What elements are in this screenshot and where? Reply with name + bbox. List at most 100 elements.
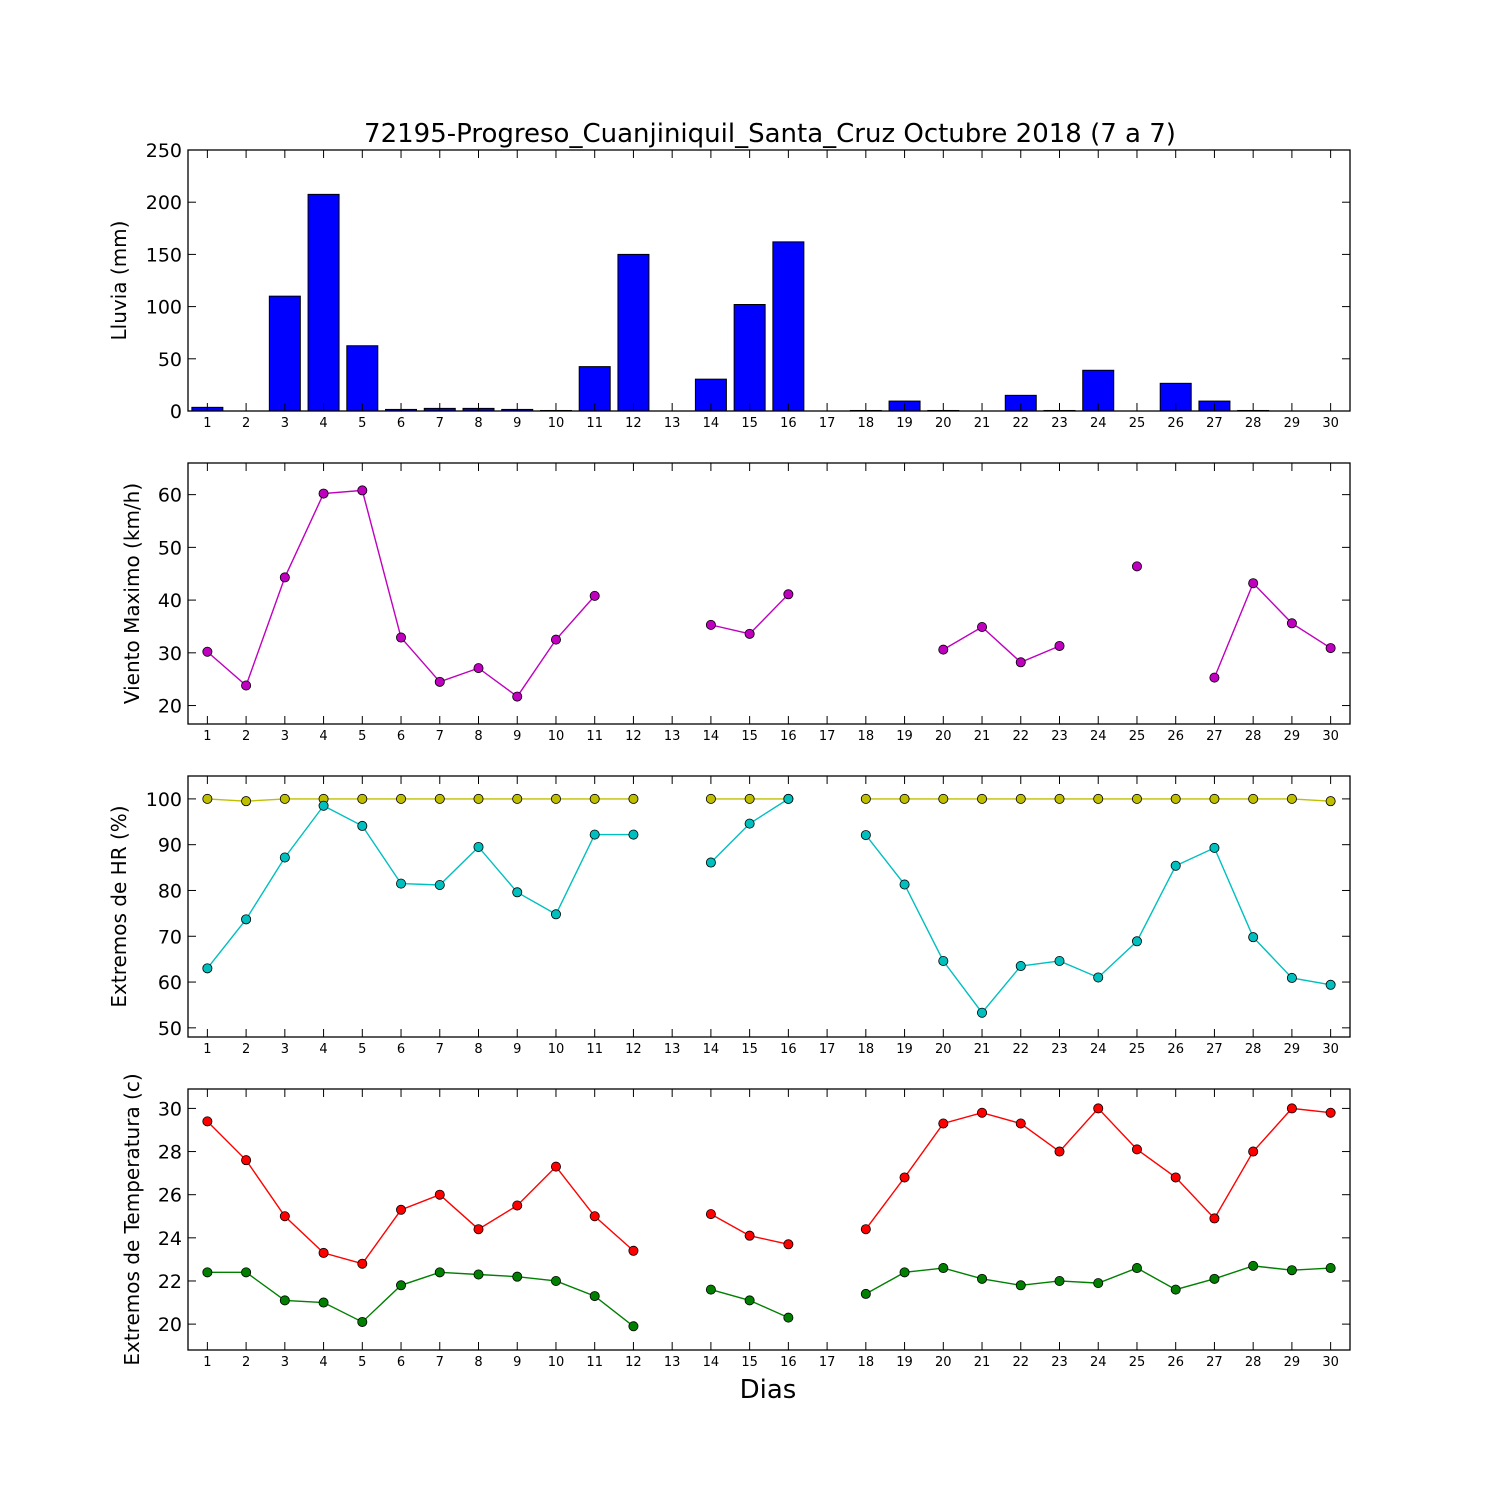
y-tick-label: 50	[158, 349, 182, 371]
series-2-point-day-28	[1248, 932, 1259, 943]
x-tick-label: 12	[625, 416, 642, 431]
x-tick-label: 25	[1129, 1042, 1146, 1057]
x-tick-label: 23	[1051, 1355, 1068, 1370]
series-1-point-day-16	[783, 1239, 794, 1250]
series-2-point-day-23	[1054, 955, 1065, 966]
series-1-point-day-20	[938, 644, 949, 655]
bar-day-4	[307, 193, 340, 412]
x-tick-label: 21	[974, 1355, 991, 1370]
x-tick-label: 9	[513, 1042, 521, 1057]
x-tick-label: 10	[548, 416, 565, 431]
bar-day-12	[617, 253, 650, 412]
series-2-point-day-9	[512, 887, 523, 898]
series-2-point-day-18	[860, 830, 871, 841]
series-1-point-day-28	[1248, 578, 1259, 589]
x-tick-label: 26	[1167, 416, 1184, 431]
y-tick-label: 30	[158, 1098, 182, 1120]
series-1-point-day-19	[899, 1172, 910, 1183]
x-tick-label: 22	[1012, 1042, 1029, 1057]
y-tick-label: 20	[158, 1314, 182, 1336]
series-1-point-day-24	[1093, 793, 1104, 804]
x-tick-label: 7	[436, 729, 444, 744]
x-tick-label: 3	[281, 1355, 289, 1370]
series-2-point-day-30	[1325, 1263, 1336, 1274]
series-1-point-day-8	[473, 663, 484, 674]
series-1-point-day-9	[512, 793, 523, 804]
series-1-point-day-9	[512, 691, 523, 702]
series-1-point-day-23	[1054, 1146, 1065, 1157]
x-tick-label: 1	[203, 1355, 211, 1370]
y-axis-label: Extremos de Temperatura (c)	[120, 1073, 144, 1365]
x-tick-label: 3	[281, 1042, 289, 1057]
series-2-point-day-2	[241, 914, 252, 925]
x-tick-label: 8	[474, 1042, 482, 1057]
x-tick-label: 2	[242, 1355, 250, 1370]
series-1-point-day-5	[357, 793, 368, 804]
x-tick-label: 5	[358, 1355, 366, 1370]
x-tick-label: 29	[1284, 1355, 1301, 1370]
series-1-point-day-7	[434, 676, 445, 687]
series-1-point-day-28	[1248, 793, 1259, 804]
x-tick-label: 5	[358, 416, 366, 431]
series-1-point-day-4	[318, 488, 329, 499]
series-2-point-day-25	[1131, 936, 1142, 947]
y-tick-label: 24	[158, 1228, 182, 1250]
x-tick-label: 14	[703, 729, 720, 744]
series-2-point-day-20	[938, 1263, 949, 1274]
series-1-point-day-27	[1209, 672, 1220, 683]
series-1-point-day-2	[241, 680, 252, 691]
series-2-point-day-6	[396, 1280, 407, 1291]
series-2-point-day-26	[1170, 1284, 1181, 1295]
series-1-point-day-9	[512, 1200, 523, 1211]
series-2-point-day-7	[434, 879, 445, 890]
series-1-point-day-10	[550, 1161, 561, 1172]
x-tick-label: 19	[896, 416, 913, 431]
series-2-point-day-27	[1209, 1273, 1220, 1284]
series-1-point-day-15	[744, 628, 755, 639]
y-tick-label: 100	[146, 789, 182, 811]
plot-frame	[187, 462, 1351, 725]
x-tick-label: 17	[819, 1042, 836, 1057]
x-tick-label: 4	[319, 1042, 327, 1057]
series-1-point-day-30	[1325, 643, 1336, 654]
series-2-point-day-10	[550, 909, 561, 920]
y-tick-label: 200	[146, 192, 182, 214]
series-2-point-day-25	[1131, 1263, 1142, 1274]
x-tick-label: 18	[858, 729, 875, 744]
x-tick-label: 20	[935, 729, 952, 744]
series-1-point-day-5	[357, 1258, 368, 1269]
series-1-point-day-18	[860, 1224, 871, 1235]
series-1-line	[206, 489, 596, 698]
series-1-point-day-20	[938, 1118, 949, 1129]
series-2-point-day-22	[1015, 1280, 1026, 1291]
series-1-point-day-18	[860, 793, 871, 804]
series-1-point-day-26	[1170, 1172, 1181, 1183]
x-tick-label: 6	[397, 1042, 405, 1057]
x-tick-label: 24	[1090, 729, 1107, 744]
x-tick-label: 8	[474, 1355, 482, 1370]
series-1-point-day-7	[434, 1189, 445, 1200]
series-2-point-day-24	[1093, 972, 1104, 983]
series-2-point-day-5	[357, 820, 368, 831]
series-2-line	[865, 834, 1331, 1014]
y-tick-label: 30	[158, 643, 182, 665]
series-1-point-day-14	[705, 793, 716, 804]
series-2-point-day-10	[550, 1275, 561, 1286]
series-1-point-day-6	[396, 1204, 407, 1215]
series-2-point-day-1	[202, 963, 213, 974]
x-tick-label: 4	[319, 1355, 327, 1370]
y-tick-label: 60	[158, 972, 182, 994]
x-tick-label: 13	[664, 729, 681, 744]
x-tick-label: 23	[1051, 416, 1068, 431]
x-tick-label: 4	[319, 729, 327, 744]
series-2-point-day-11	[589, 1291, 600, 1302]
series-1-point-day-1	[202, 793, 213, 804]
x-tick-label: 11	[586, 729, 603, 744]
x-tick-label: 22	[1012, 1355, 1029, 1370]
series-1-line	[710, 593, 789, 635]
x-tick-label: 21	[974, 416, 991, 431]
y-tick-label: 0	[170, 401, 182, 423]
